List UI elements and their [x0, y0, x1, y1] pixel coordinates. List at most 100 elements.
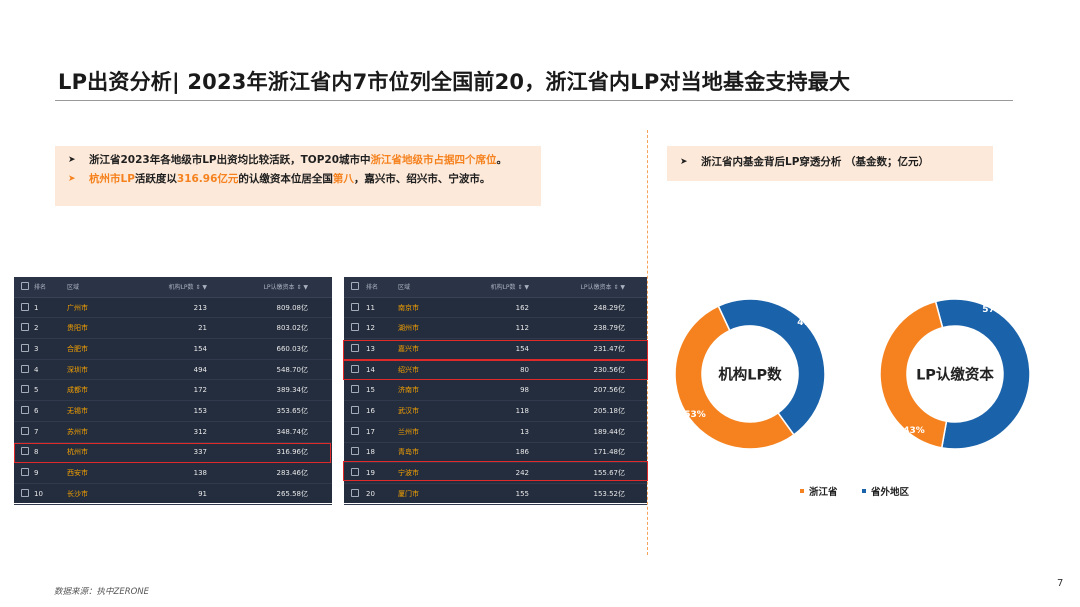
rank-cell: 14: [366, 365, 375, 374]
lp-count-cell: 242: [515, 469, 529, 478]
header-lp-count[interactable]: 机构LP数 ⇕ ▼: [490, 284, 529, 292]
city-cell: 湖州市: [398, 324, 419, 333]
lp-count-cell: 494: [193, 365, 207, 374]
capital-cell: 389.34亿: [276, 386, 309, 395]
rank-cell: 6: [34, 407, 39, 416]
donut1-outside-pct: 47%: [797, 318, 819, 328]
lp-count-cell: 91: [198, 489, 207, 498]
capital-cell: 153.52亿: [593, 489, 626, 498]
row-checkbox[interactable]: [21, 447, 29, 456]
lp-count-cell: 118: [515, 407, 529, 416]
arrow-bullet-icon: ➤: [68, 174, 76, 184]
donut-title-capital: LP认缴资本: [916, 367, 994, 384]
row-checkbox[interactable]: [351, 323, 359, 332]
row-checkbox[interactable]: [351, 343, 359, 352]
rank-cell: 19: [366, 469, 375, 478]
row-checkbox[interactable]: [351, 364, 359, 373]
summary-line-2: ➤ 杭州市LP活跃度以316.96亿元的认缴资本位居全国第八，嘉兴市、绍兴市、宁…: [65, 170, 531, 189]
lp-count-cell: 337: [193, 448, 207, 457]
rank-cell: 10: [34, 489, 43, 498]
city-cell: 西安市: [67, 469, 88, 478]
city-cell: 深圳市: [67, 365, 88, 374]
table-row: 19 宁波市 242 155.67亿: [344, 463, 647, 484]
row-checkbox[interactable]: [21, 488, 29, 497]
capital-cell: 316.96亿: [276, 448, 309, 457]
capital-cell: 803.02亿: [276, 324, 309, 333]
city-cell: 兰州市: [398, 427, 419, 436]
row-checkbox[interactable]: [351, 488, 359, 497]
row-checkbox[interactable]: [21, 323, 29, 332]
select-all-checkbox[interactable]: [21, 281, 29, 290]
capital-cell: 248.29亿: [593, 303, 626, 312]
header-capital[interactable]: LP认缴资本 ⇕ ▼: [580, 284, 625, 292]
lp-count-cell: 13: [520, 427, 529, 436]
row-checkbox[interactable]: [21, 302, 29, 311]
data-source: 数据来源：执中ZERONE: [54, 587, 150, 597]
row-checkbox[interactable]: [21, 406, 29, 415]
city-cell: 苏州市: [67, 427, 88, 436]
header-rank: 排名: [34, 284, 47, 292]
row-checkbox[interactable]: [21, 426, 29, 435]
summary-line-1: ➤ 浙江省2023年各地级市LP出资均比较活跃，TOP20城市中浙江省地级市占据…: [65, 151, 531, 170]
ranking-table-11-20: 排名 区域 机构LP数 ⇕ ▼ LP认缴资本 ⇕ ▼ 11 南京市 162 248.29亿 12…: [344, 277, 647, 505]
row-checkbox[interactable]: [351, 468, 359, 477]
city-cell: 济南市: [398, 386, 419, 395]
city-cell: 宁波市: [398, 469, 419, 478]
lp-count-cell: 112: [515, 324, 529, 333]
city-cell: 成都市: [67, 386, 88, 395]
table-row: 7 苏州市 312 348.74亿: [14, 422, 332, 443]
legend-swatch-blue: [862, 489, 866, 493]
table-row: 16 武汉市 118 205.18亿: [344, 401, 647, 422]
capital-cell: 189.44亿: [593, 427, 626, 436]
arrow-bullet-icon: ➤: [680, 157, 688, 167]
select-all-checkbox[interactable]: [351, 281, 359, 290]
capital-cell: 348.74亿: [276, 427, 309, 436]
table-row: 2 贵阳市 21 803.02亿: [14, 318, 332, 340]
rank-cell: 20: [366, 489, 375, 498]
row-checkbox[interactable]: [351, 426, 359, 435]
city-cell: 长沙市: [67, 489, 88, 498]
table-row: 4 深圳市 494 548.70亿: [14, 360, 332, 381]
header-rank: 排名: [366, 284, 379, 292]
row-checkbox[interactable]: [21, 468, 29, 477]
row-checkbox[interactable]: [21, 385, 29, 394]
table-row: 6 无锡市 153 353.65亿: [14, 401, 332, 422]
header-region: 区域: [67, 284, 80, 292]
table-row: 3 合肥市 154 660.03亿: [14, 339, 332, 360]
summary-line-1-text: 浙江省2023年各地级市LP出资均比较活跃，TOP20城市中浙江省地级市占据四个…: [89, 154, 508, 166]
city-cell: 广州市: [67, 303, 88, 312]
lp-count-cell: 312: [193, 427, 207, 436]
summary-highlight: 浙江省地级市占据四个席位: [370, 154, 497, 166]
rank-cell: 4: [34, 365, 39, 374]
city-cell: 贵阳市: [67, 324, 88, 333]
lp-count-cell: 80: [520, 365, 529, 374]
header-lp-count[interactable]: 机构LP数 ⇕ ▼: [168, 284, 207, 292]
row-checkbox[interactable]: [21, 364, 29, 373]
capital-cell: 207.56亿: [593, 386, 626, 395]
chart-note: ➤ 浙江省内基金背后LP穿透分析 （基金数；亿元）: [667, 146, 993, 181]
city-cell: 青岛市: [398, 448, 419, 457]
city-cell: 南京市: [398, 303, 419, 312]
row-checkbox[interactable]: [351, 447, 359, 456]
lp-count-cell: 213: [193, 303, 207, 312]
summary-line-2-text: 杭州市LP活跃度以316.96亿元的认缴资本位居全国第八，嘉兴市、绍兴市、宁波市…: [89, 173, 491, 185]
table-row: 15 济南市 98 207.56亿: [344, 381, 647, 402]
donut-title-lp-count: 机构LP数: [718, 367, 782, 384]
header-capital[interactable]: LP认缴资本 ⇕ ▼: [263, 284, 308, 292]
table-row: 11 南京市 162 248.29亿: [344, 298, 647, 319]
city-cell: 绍兴市: [398, 365, 419, 374]
table-row: 10 长沙市 91 265.58亿: [14, 484, 332, 505]
row-checkbox[interactable]: [21, 343, 29, 352]
arrow-bullet-icon: ➤: [68, 155, 76, 165]
rank-cell: 1: [34, 303, 39, 312]
lp-count-cell: 155: [515, 489, 529, 498]
row-checkbox[interactable]: [351, 406, 359, 415]
lp-count-cell: 138: [193, 469, 207, 478]
highlight-hangzhou: [14, 443, 331, 463]
page-title: LP出资分析| 2023年浙江省内7市位列全国前20，浙江省内LP对当地基金支持…: [58, 70, 851, 94]
row-checkbox[interactable]: [351, 302, 359, 311]
lp-count-cell: 172: [193, 386, 207, 395]
legend-swatch-orange: [800, 489, 804, 493]
row-checkbox[interactable]: [351, 385, 359, 394]
city-cell: 厦门市: [398, 489, 419, 498]
